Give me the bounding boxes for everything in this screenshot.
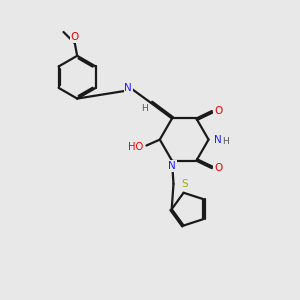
Text: H: H — [141, 104, 148, 113]
Text: O: O — [71, 32, 79, 42]
Text: HO: HO — [128, 142, 143, 152]
Text: S: S — [181, 179, 188, 189]
Text: N: N — [168, 161, 176, 171]
Text: N: N — [214, 135, 221, 145]
Text: O: O — [214, 163, 223, 173]
Text: N: N — [124, 83, 132, 93]
Text: O: O — [214, 106, 223, 116]
Text: H: H — [222, 137, 229, 146]
